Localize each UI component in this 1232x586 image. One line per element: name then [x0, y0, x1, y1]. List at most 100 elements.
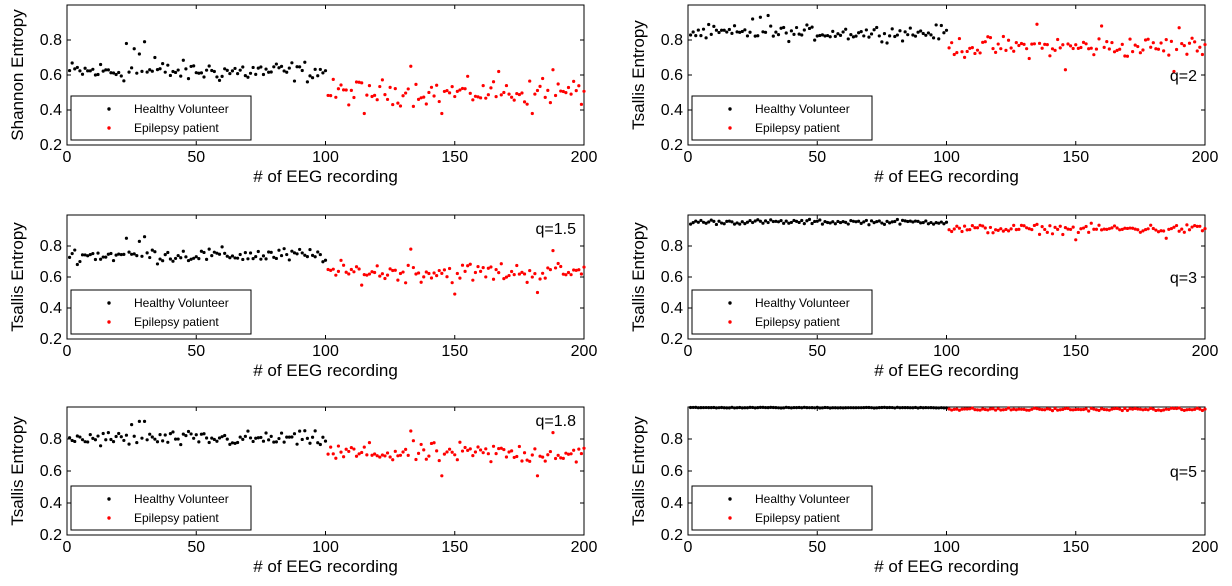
data-point-healthy	[911, 406, 915, 410]
legend-marker	[728, 516, 732, 520]
y-axis-label: Tsallis Entropy	[8, 416, 27, 526]
data-point-epilepsy	[326, 93, 330, 98]
legend-label: Healthy Volunteer	[755, 492, 850, 506]
data-point-epilepsy	[1105, 40, 1109, 44]
y-tick-label: 0.8	[40, 32, 62, 49]
data-point-epilepsy	[1146, 37, 1150, 41]
data-point-epilepsy	[401, 450, 405, 454]
data-point-epilepsy	[1004, 227, 1008, 232]
data-point-epilepsy	[1133, 43, 1137, 47]
data-point-healthy	[732, 24, 737, 28]
legend-label: Healthy Volunteer	[134, 492, 229, 506]
data-point-epilepsy	[1061, 43, 1065, 47]
data-point-epilepsy	[432, 94, 436, 98]
data-point-epilepsy	[468, 447, 472, 451]
data-point-healthy	[261, 254, 266, 258]
data-point-epilepsy	[1141, 48, 1145, 52]
data-point-epilepsy	[463, 269, 467, 273]
data-point-epilepsy	[564, 90, 568, 95]
data-point-epilepsy	[1097, 37, 1101, 41]
data-point-healthy	[287, 435, 291, 439]
data-point-healthy	[828, 406, 832, 410]
data-point-healthy	[810, 221, 814, 226]
data-point-epilepsy	[1118, 228, 1122, 232]
data-point-epilepsy	[1045, 230, 1049, 234]
y-tick-label: 0.2	[661, 137, 683, 154]
data-point-epilepsy	[947, 228, 951, 232]
data-point-epilepsy	[533, 272, 537, 276]
data-point-healthy	[944, 220, 949, 224]
data-point-epilepsy	[553, 266, 558, 270]
data-point-epilepsy	[1040, 46, 1044, 50]
data-point-healthy	[862, 34, 866, 38]
data-point-epilepsy	[494, 452, 498, 456]
data-point-healthy	[197, 440, 201, 444]
legend-box	[691, 485, 873, 531]
data-point-healthy	[181, 432, 185, 436]
data-point-epilepsy	[393, 449, 397, 453]
data-point-epilepsy	[1162, 229, 1166, 233]
data-point-healthy	[124, 236, 129, 240]
data-point-epilepsy	[955, 224, 959, 228]
data-point-healthy	[132, 434, 136, 438]
data-point-epilepsy	[427, 454, 431, 458]
data-point-healthy	[810, 25, 814, 29]
data-point-healthy	[792, 405, 796, 410]
data-point-healthy	[145, 70, 149, 74]
data-point-healthy	[911, 33, 915, 37]
data-point-epilepsy	[1162, 49, 1166, 53]
data-point-epilepsy	[1097, 408, 1101, 412]
data-point-healthy	[168, 431, 172, 436]
data-point-epilepsy	[388, 455, 392, 459]
data-point-epilepsy	[522, 272, 527, 276]
data-point-epilepsy	[1032, 406, 1036, 410]
data-point-epilepsy	[1092, 53, 1096, 57]
data-point-healthy	[818, 406, 822, 410]
data-point-epilepsy	[1071, 46, 1075, 51]
data-point-healthy	[318, 67, 322, 72]
data-point-epilepsy	[455, 89, 459, 93]
data-point-healthy	[153, 55, 157, 60]
data-point-healthy	[171, 259, 175, 263]
data-point-healthy	[308, 74, 312, 78]
data-point-healthy	[114, 253, 118, 257]
data-point-healthy	[285, 252, 289, 257]
data-point-healthy	[701, 27, 706, 31]
x-tick-label: 200	[571, 149, 598, 166]
data-point-epilepsy	[947, 407, 951, 411]
data-point-epilepsy	[349, 267, 353, 272]
data-point-epilepsy	[1030, 42, 1034, 46]
data-point-epilepsy	[525, 102, 529, 106]
data-point-epilepsy	[398, 453, 403, 457]
data-point-epilepsy	[375, 454, 379, 458]
data-point-healthy	[939, 220, 943, 224]
data-point-healthy	[287, 66, 291, 70]
data-point-healthy	[117, 252, 121, 256]
x-tick-label: 50	[187, 149, 205, 166]
data-point-epilepsy	[453, 453, 457, 457]
data-point-healthy	[846, 37, 850, 41]
data-point-healthy	[163, 70, 167, 74]
data-point-healthy	[934, 221, 938, 225]
data-point-healthy	[298, 247, 302, 252]
data-point-epilepsy	[1185, 408, 1189, 412]
legend-label: Healthy Volunteer	[755, 296, 850, 310]
data-point-healthy	[895, 33, 899, 37]
data-point-healthy	[875, 406, 879, 410]
data-point-epilepsy	[1131, 50, 1135, 54]
y-tick-label: 0.4	[661, 102, 683, 119]
data-point-epilepsy	[957, 408, 962, 412]
data-point-epilepsy	[1107, 47, 1111, 51]
data-point-healthy	[807, 217, 812, 221]
data-point-epilepsy	[553, 93, 558, 98]
data-point-healthy	[833, 406, 837, 410]
data-point-epilepsy	[411, 104, 415, 109]
data-point-epilepsy	[525, 458, 529, 462]
data-point-epilepsy	[517, 92, 521, 97]
data-point-epilepsy	[1040, 407, 1044, 412]
legend-marker	[107, 516, 111, 520]
data-point-epilepsy	[1079, 227, 1083, 231]
data-point-epilepsy	[991, 407, 995, 411]
data-point-epilepsy	[1092, 227, 1096, 231]
data-point-healthy	[880, 405, 884, 410]
